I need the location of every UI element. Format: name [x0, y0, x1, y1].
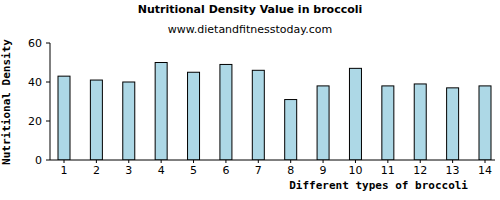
subtitle: www.dietandfitnesstoday.com: [168, 23, 332, 36]
y-tick: [46, 82, 50, 83]
x-tick: [225, 160, 226, 163]
bar: [220, 64, 232, 160]
y-tick-label: 40: [28, 76, 42, 89]
bar: [252, 70, 264, 160]
bar: [58, 76, 70, 160]
x-axis: [50, 160, 495, 161]
y-tick: [46, 160, 50, 161]
x-tick: [387, 160, 388, 163]
x-tick-label: 9: [320, 164, 327, 177]
x-tick-label: 7: [255, 164, 262, 177]
x-tick-label: 5: [190, 164, 197, 177]
bar: [382, 86, 394, 160]
chart: Nutritional Density Value in broccoli www…: [0, 0, 500, 200]
bar: [123, 82, 135, 160]
background: [0, 0, 500, 200]
x-tick: [323, 160, 324, 163]
x-tick: [290, 160, 291, 163]
x-tick-label: 13: [446, 164, 460, 177]
x-tick-label: 4: [158, 164, 165, 177]
x-tick: [193, 160, 194, 163]
bar: [188, 72, 200, 160]
x-tick-label: 11: [381, 164, 395, 177]
bars: [58, 63, 491, 161]
y-tick-label: 60: [28, 37, 42, 50]
bar: [285, 100, 297, 160]
y-tick-label: 0: [35, 154, 42, 167]
x-tick: [161, 160, 162, 163]
y-axis: [50, 43, 51, 160]
y-axis-label: Nutritional Density: [0, 39, 13, 165]
x-tick: [452, 160, 453, 163]
x-tick: [355, 160, 356, 163]
x-tick-label: 3: [125, 164, 132, 177]
x-tick-label: 14: [478, 164, 492, 177]
bar: [90, 80, 102, 160]
bar: [414, 84, 426, 160]
y-tick: [46, 121, 50, 122]
y-tick: [46, 43, 50, 44]
x-tick: [258, 160, 259, 163]
x-tick: [64, 160, 65, 163]
x-tick: [485, 160, 486, 163]
x-tick-label: 6: [222, 164, 229, 177]
x-tick-label: 2: [93, 164, 100, 177]
x-axis-label: Different types of broccoli: [289, 179, 468, 192]
bar: [155, 63, 167, 161]
x-tick-label: 1: [61, 164, 68, 177]
x-tick-label: 12: [413, 164, 427, 177]
x-tick: [420, 160, 421, 163]
bar: [479, 86, 491, 160]
title: Nutritional Density Value in broccoli: [138, 3, 363, 16]
x-tick-label: 8: [287, 164, 294, 177]
x-tick-label: 10: [348, 164, 362, 177]
x-tick: [96, 160, 97, 163]
y-tick-label: 20: [28, 115, 42, 128]
x-tick: [128, 160, 129, 163]
bar: [447, 88, 459, 160]
bar: [349, 68, 361, 160]
bar: [317, 86, 329, 160]
